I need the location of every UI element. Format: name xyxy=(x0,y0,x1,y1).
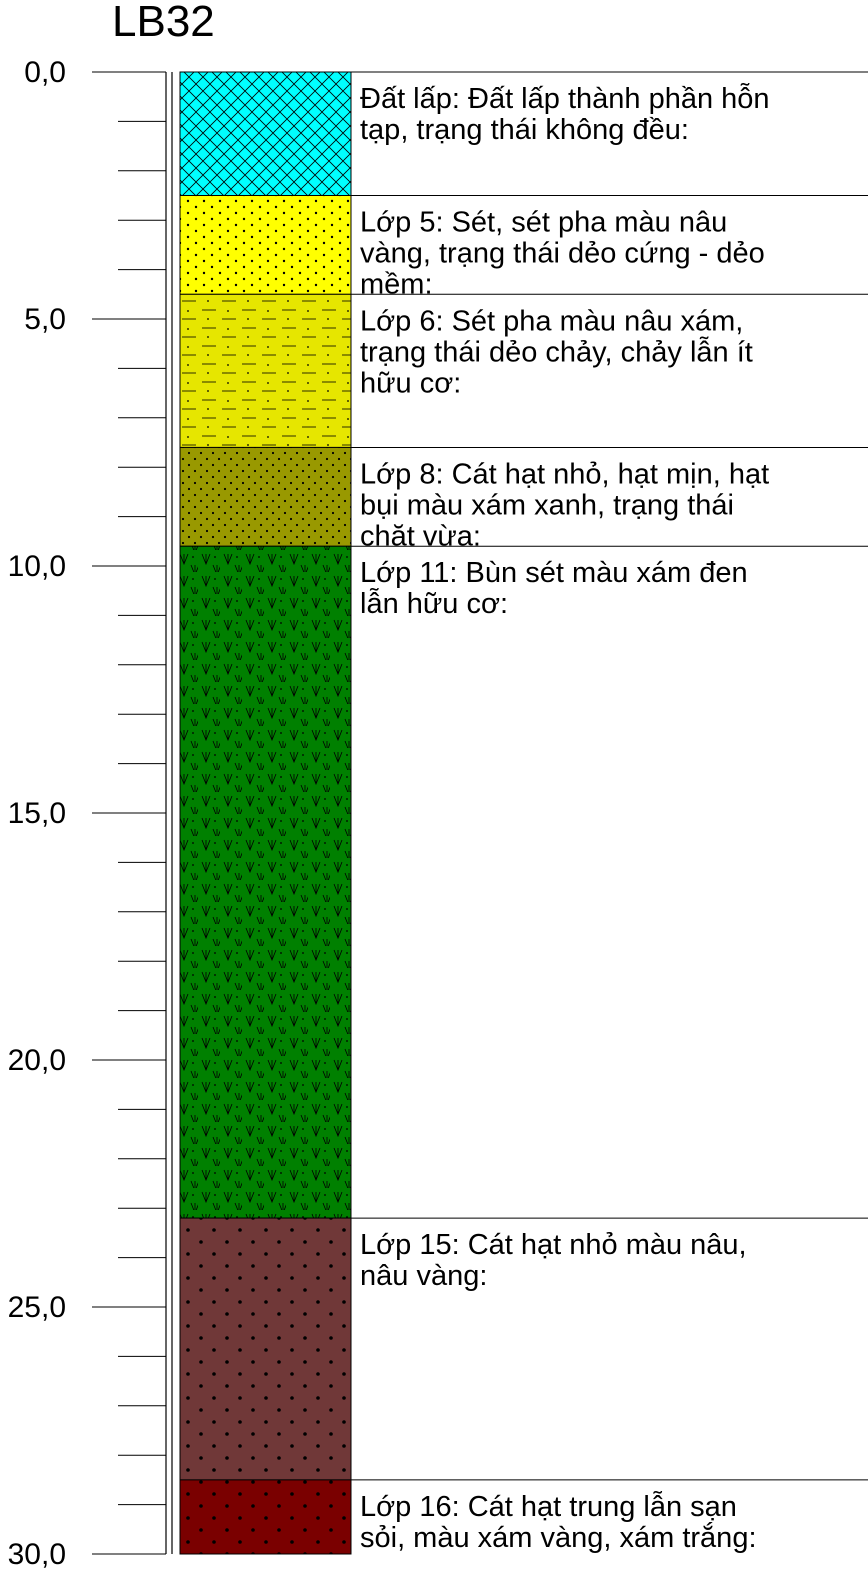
layer-description-line: vàng, trạng thái dẻo cứng - dẻo xyxy=(360,238,765,270)
layer-pattern xyxy=(179,71,352,196)
depth-label: 5,0 xyxy=(24,303,66,336)
layer-description-line: Lớp 11: Bùn sét màu xám đen xyxy=(360,557,748,589)
layer-pattern xyxy=(179,545,352,1219)
depth-label: 30,0 xyxy=(8,1538,66,1571)
depth-label: 15,0 xyxy=(8,797,66,830)
layer-description-line: hữu cơ: xyxy=(360,367,461,399)
layer-pattern xyxy=(179,446,352,547)
layer-description-line: trạng thái dẻo chảy, chảy lẫn ít xyxy=(360,335,753,368)
layer-description-line: Đất lấp: Đất lấp thành phần hỗn xyxy=(360,82,770,115)
layer-description-line: nâu vàng: xyxy=(360,1260,487,1292)
depth-label: 20,0 xyxy=(8,1044,66,1077)
layer-description-line: Lớp 6: Sét pha màu nâu xám, xyxy=(360,305,743,337)
depth-label: 25,0 xyxy=(8,1291,66,1324)
layer-description-line: lẫn hữu cơ: xyxy=(360,587,508,620)
layer-description-line: tạp, trạng thái không đều: xyxy=(360,114,689,146)
layer-description-line: chặt vừa: xyxy=(360,520,481,552)
depth-label: 0,0 xyxy=(24,56,66,89)
depth-label: 10,0 xyxy=(8,550,66,583)
layer-description-line: Lớp 5: Sét, sét pha màu nâu xyxy=(360,207,727,239)
layer-description-line: bụi màu xám xanh, trạng thái xyxy=(360,489,734,521)
layer-description-line: Lớp 15: Cát hạt nhỏ màu nâu, xyxy=(360,1229,747,1261)
layer-description: Lớp 6: Sét pha màu nâu xám,trạng thái dẻ… xyxy=(360,305,753,399)
depth-scale: 0,0 5,0 10,0 15,0 20,0 25,0 30,0 xyxy=(8,56,173,1571)
layer-pattern xyxy=(179,1479,352,1555)
layer-description: Lớp 15: Cát hạt nhỏ màu nâu,nâu vàng: xyxy=(360,1229,747,1292)
layer-description-line: sỏi, màu xám vàng, xám trắng: xyxy=(360,1521,757,1554)
layer-description-line: Lớp 8: Cát hạt nhỏ, hạt mịn, hạt xyxy=(360,458,769,490)
layer-pattern xyxy=(179,293,352,448)
layer-column xyxy=(179,71,352,1555)
layer-description-line: Lớp 16: Cát hạt trung lẫn sạn xyxy=(360,1490,737,1523)
layer-pattern xyxy=(179,195,352,295)
borehole-title: LB32 xyxy=(112,0,215,46)
layer-pattern xyxy=(179,1217,352,1481)
layer-description-line: mềm: xyxy=(360,269,433,301)
